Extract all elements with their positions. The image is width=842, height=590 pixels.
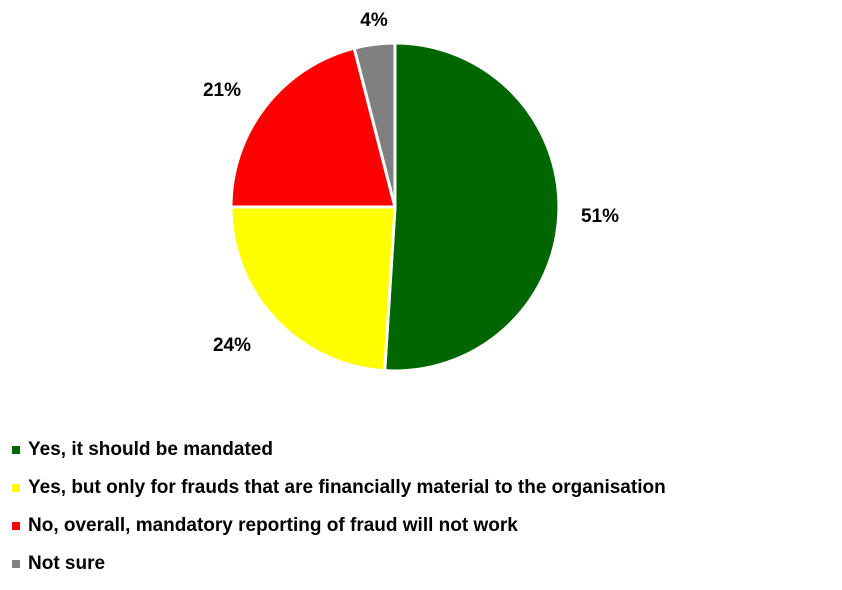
legend-item: Not sure	[12, 550, 666, 578]
legend-swatch	[12, 522, 20, 530]
legend-item: Yes, it should be mandated	[12, 436, 666, 464]
pie-slices	[229, 41, 561, 373]
value-label-yes-mandated: 51%	[581, 206, 619, 227]
slice-no	[229, 46, 397, 209]
value-label-no: 21%	[203, 80, 241, 101]
legend-swatch	[12, 446, 20, 454]
legend-label: Yes, but only for frauds that are financ…	[28, 477, 666, 498]
legend-swatch	[12, 560, 20, 568]
slice-not-sure	[352, 41, 397, 209]
legend-item: Yes, but only for frauds that are financ…	[12, 474, 666, 502]
slice-yes-material	[229, 205, 397, 373]
value-label-yes-material: 24%	[213, 335, 251, 356]
legend-item: No, overall, mandatory reporting of frau…	[12, 512, 666, 540]
slice-yes-mandated	[383, 41, 561, 373]
legend-label: Not sure	[28, 553, 106, 574]
chart-legend: Yes, it should be mandated Yes, but only …	[12, 436, 666, 588]
legend-label: Yes, it should be mandated	[28, 439, 273, 460]
pie-value-labels: 51% 24% 21% 4%	[203, 10, 619, 356]
legend-swatch	[12, 484, 20, 492]
pie-chart: 51% 24% 21% 4%	[203, 10, 619, 373]
value-label-not-sure: 4%	[360, 10, 388, 31]
legend-label: No, overall, mandatory reporting of frau…	[28, 515, 518, 536]
